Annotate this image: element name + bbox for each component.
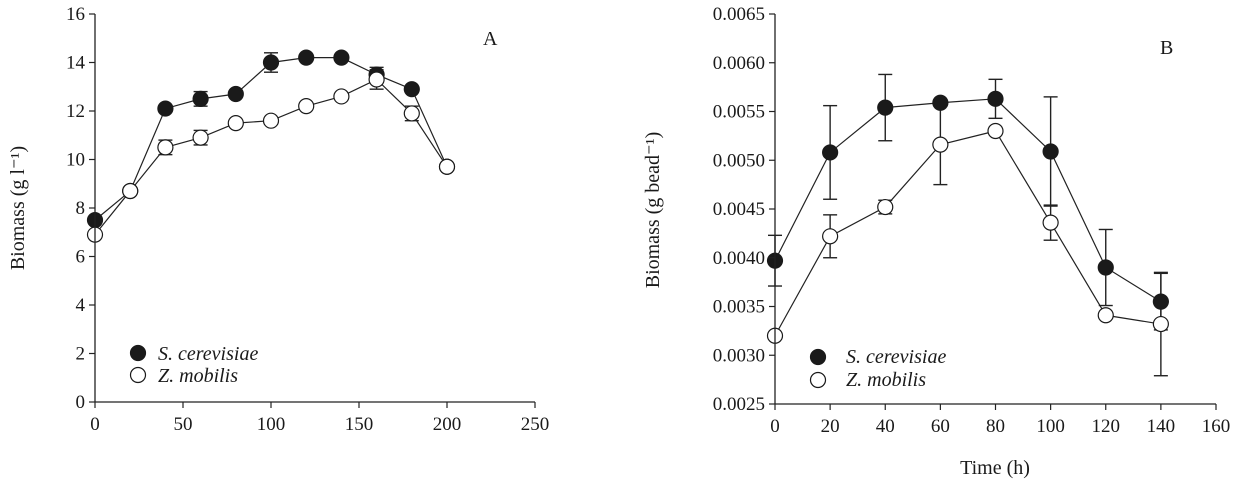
data-point-z-mobilis-a xyxy=(438,158,456,175)
data-point-s-cerevisiae-b xyxy=(877,99,894,116)
y-axis-title-a: Biomass (g l⁻¹) xyxy=(7,146,29,270)
data-point-z-mobilis-b xyxy=(1042,214,1059,231)
y-tick-label-a: 12 xyxy=(66,101,85,122)
legend-marker-s-cerevisiae-a xyxy=(129,344,147,362)
x-axis-title-b: Time (h) xyxy=(960,457,1030,479)
data-point-z-mobilis-a xyxy=(192,129,209,146)
y-tick-label-a: 14 xyxy=(66,53,86,74)
data-point-z-mobilis-b xyxy=(1097,307,1114,324)
plot-area-b xyxy=(766,73,1169,377)
axes-b xyxy=(774,14,1216,405)
data-point-z-mobilis-a xyxy=(262,112,280,129)
data-point-z-mobilis-a xyxy=(122,182,139,200)
data-point-z-mobilis-b xyxy=(987,122,1004,140)
data-point-s-cerevisiae-a xyxy=(333,49,350,66)
x-tick-label-a: 200 xyxy=(433,414,462,435)
data-point-z-mobilis-b xyxy=(932,136,949,153)
y-tick-label-a: 6 xyxy=(76,247,86,268)
y-tick-label-b: 0.0065 xyxy=(713,4,765,25)
data-point-z-mobilis-a xyxy=(227,115,244,132)
x-tick-label-a: 150 xyxy=(345,414,374,435)
x-tick-label-b: 140 xyxy=(1147,416,1176,437)
x-tick-label-b: 160 xyxy=(1202,416,1231,437)
x-tick-label-b: 60 xyxy=(931,416,950,437)
legend-a: S. cerevisiae Z. mobilis xyxy=(129,343,258,387)
y-tick-label-a: 16 xyxy=(66,4,85,25)
data-point-s-cerevisiae-b xyxy=(1152,293,1169,310)
legend-label-z-mobilis-a: Z. mobilis xyxy=(158,365,238,387)
data-point-s-cerevisiae-a xyxy=(403,81,420,98)
data-point-z-mobilis-b xyxy=(877,198,894,216)
x-tick-label-b: 20 xyxy=(821,416,840,437)
y-axis-title-b: Biomass (g bead⁻¹) xyxy=(642,132,664,289)
ticks-a: 0 50 100 150 200 250 0 2 4 6 8 10 12 14 16 xyxy=(66,4,549,435)
data-point-s-cerevisiae-a xyxy=(192,90,209,107)
y-tick-label-b: 0.0030 xyxy=(713,345,765,366)
x-tick-label-b: 0 xyxy=(770,416,780,437)
data-point-z-mobilis-a xyxy=(403,105,420,122)
legend-label-s-cerevisiae-b: S. cerevisiae xyxy=(846,346,946,368)
y-tick-label-a: 0 xyxy=(76,392,86,413)
x-tick-label-b: 40 xyxy=(876,416,895,437)
data-point-z-mobilis-a xyxy=(368,71,385,88)
data-point-z-mobilis-a xyxy=(333,88,350,105)
y-tick-label-b: 0.0040 xyxy=(713,248,765,269)
data-point-z-mobilis-a xyxy=(157,139,174,156)
data-point-s-cerevisiae-b xyxy=(1097,259,1114,276)
x-tick-label-a: 100 xyxy=(257,414,286,435)
x-tick-label-b: 80 xyxy=(986,416,1005,437)
y-tick-label-b: 0.0035 xyxy=(713,297,765,318)
y-tick-label-a: 2 xyxy=(76,344,86,365)
x-tick-label-b: 120 xyxy=(1092,416,1121,437)
data-point-s-cerevisiae-a xyxy=(298,49,315,66)
y-tick-label-a: 4 xyxy=(76,295,86,316)
legend-marker-z-mobilis-a xyxy=(129,366,147,384)
data-point-s-cerevisiae-b xyxy=(822,144,839,161)
y-tick-label-a: 10 xyxy=(66,150,85,171)
series-line-z-mobilis-a xyxy=(94,78,448,236)
data-point-s-cerevisiae-a xyxy=(157,100,174,117)
panel-label-b: B xyxy=(1160,37,1173,59)
y-tick-label-a: 8 xyxy=(76,198,86,219)
y-tick-label-b: 0.0045 xyxy=(713,199,765,220)
x-tick-label-a: 0 xyxy=(90,414,100,435)
data-point-z-mobilis-a xyxy=(298,98,315,115)
plot-area-a xyxy=(86,49,456,243)
data-point-z-mobilis-b xyxy=(1152,315,1169,333)
data-point-s-cerevisiae-a xyxy=(227,85,244,103)
data-point-s-cerevisiae-b xyxy=(1042,143,1059,160)
series-line-z-mobilis-b xyxy=(774,130,1161,337)
y-tick-label-b: 0.0025 xyxy=(713,394,765,415)
panel-label-a: A xyxy=(483,28,498,50)
legend-label-z-mobilis-b: Z. mobilis xyxy=(846,369,926,391)
y-tick-label-b: 0.0055 xyxy=(713,102,765,123)
series-line-s-cerevisiae-a xyxy=(94,57,448,221)
y-tick-label-b: 0.0050 xyxy=(713,150,765,171)
data-point-s-cerevisiae-a xyxy=(262,54,280,71)
series-line-s-cerevisiae-b xyxy=(774,98,1162,303)
chart-panel-b: 0 20 40 60 80 100 120 140 160 0.0025 0.0030 0.0035 0… xyxy=(642,4,1230,479)
x-tick-label-a: 250 xyxy=(521,414,550,435)
legend-b: S. cerevisiae Z. mobilis xyxy=(809,346,946,391)
data-point-s-cerevisiae-b xyxy=(987,90,1004,107)
y-tick-label-b: 0.0060 xyxy=(713,53,765,74)
ticks-b: 0 20 40 60 80 100 120 140 160 0.0025 0.0030 0.0035 0… xyxy=(713,4,1231,437)
chart-panel-a: 0 50 100 150 200 250 0 2 4 6 8 10 12 14 16 A Biomass (… xyxy=(7,4,549,435)
data-point-s-cerevisiae-b xyxy=(932,94,949,111)
x-tick-label-b: 100 xyxy=(1036,416,1065,437)
data-point-z-mobilis-b xyxy=(822,228,839,245)
legend-marker-s-cerevisiae-b xyxy=(809,348,827,366)
legend-marker-z-mobilis-b xyxy=(809,371,827,389)
legend-label-s-cerevisiae-a: S. cerevisiae xyxy=(158,343,258,365)
x-tick-label-a: 50 xyxy=(174,414,193,435)
